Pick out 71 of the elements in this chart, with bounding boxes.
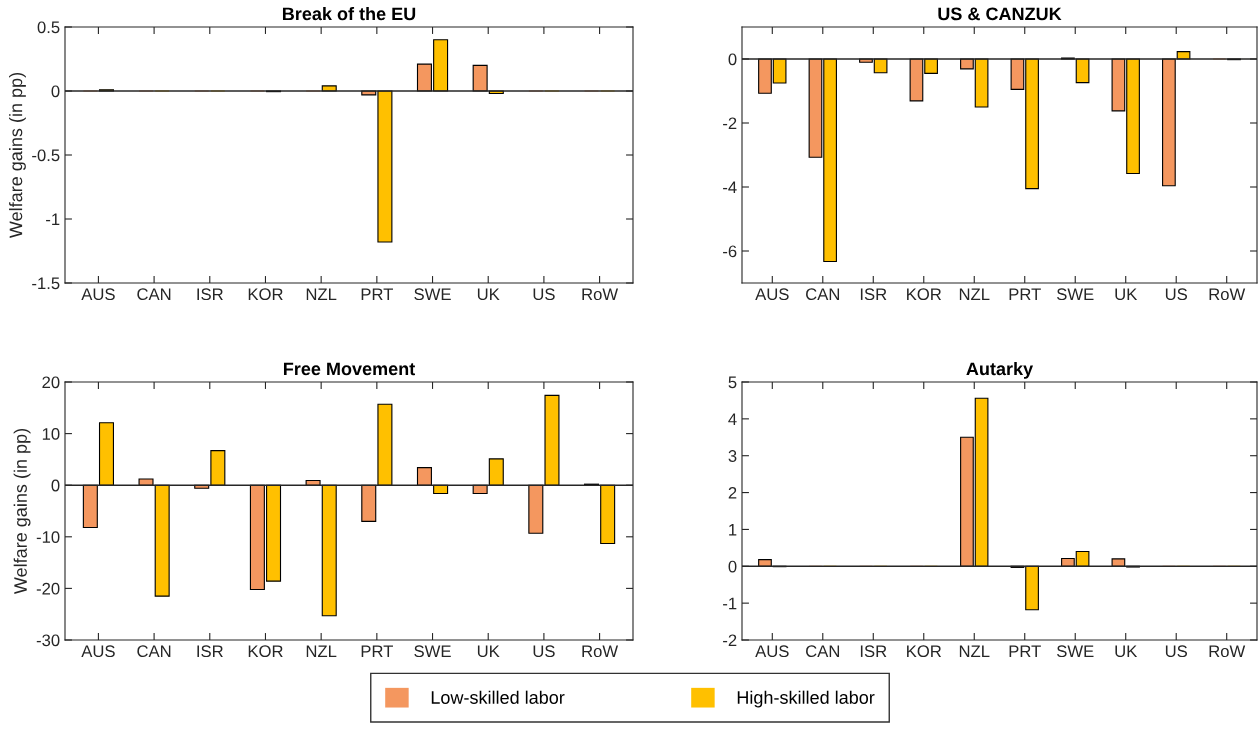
x-tick-label: RoW xyxy=(582,288,619,301)
x-tick-label: CAN xyxy=(137,288,171,301)
x-tick-label: PRT xyxy=(361,645,393,657)
y-tick-label: -4 xyxy=(723,181,737,194)
y-tick-label: -2 xyxy=(723,117,737,130)
chart-title: Free Movement xyxy=(283,362,416,376)
x-tick-label: AUS xyxy=(81,645,115,658)
y-tick-label: -30 xyxy=(36,634,60,647)
x-tick-label: SWE xyxy=(414,288,451,301)
x-tick-label: KOR xyxy=(907,288,942,301)
y-tick-label: 1 xyxy=(729,524,737,536)
x-tick-label: NZL xyxy=(306,645,337,657)
y-tick-label: 10 xyxy=(42,428,60,440)
x-tick-label: AUS xyxy=(755,645,789,658)
y-tick-label: -10 xyxy=(36,531,60,543)
y-tick-label: 0 xyxy=(728,53,737,66)
x-tick-label: ISR xyxy=(860,645,887,658)
y-tick-label: 20 xyxy=(42,376,60,389)
x-tick-label: CAN xyxy=(806,645,840,658)
y-tick-label: 0 xyxy=(728,560,737,573)
y-tick-label: -2 xyxy=(723,634,737,647)
y-tick-label: -6 xyxy=(723,245,737,258)
legend-label: Low-skilled labor xyxy=(431,690,565,704)
x-tick-label: RoW xyxy=(1209,288,1246,301)
x-tick-label: PRT xyxy=(1009,645,1041,657)
x-tick-label: CAN xyxy=(806,288,840,301)
x-tick-label: RoW xyxy=(1209,645,1246,658)
x-tick-label: SWE xyxy=(414,645,451,658)
x-tick-label: NZL xyxy=(959,288,990,300)
x-tick-label: PRT xyxy=(361,288,393,300)
x-tick-label: NZL xyxy=(306,288,337,300)
y-tick-label: -1 xyxy=(46,213,60,226)
y-tick-label: 0 xyxy=(51,479,60,492)
x-tick-label: ISR xyxy=(860,288,887,301)
x-tick-label: UK xyxy=(1115,288,1138,301)
y-tick-label: 0.5 xyxy=(37,21,60,34)
x-tick-label: UK xyxy=(477,645,500,658)
x-tick-label: US xyxy=(533,288,555,301)
y-tick-label: 3 xyxy=(728,450,737,462)
y-tick-label: -1.5 xyxy=(32,277,60,290)
x-tick-label: UK xyxy=(477,288,500,301)
y-tick-label: 5 xyxy=(728,376,737,389)
y-axis-title: Welfare gains (in pp) xyxy=(13,428,31,595)
x-tick-label: NZL xyxy=(959,645,990,657)
x-tick-label: US xyxy=(533,645,555,658)
x-tick-label: US xyxy=(1165,645,1188,658)
x-tick-label: SWE xyxy=(1057,645,1094,658)
chart-title: Autarky xyxy=(966,361,1034,379)
x-tick-label: CAN xyxy=(137,645,171,658)
x-tick-label: AUS xyxy=(81,288,115,301)
x-tick-label: PRT xyxy=(1009,288,1041,300)
y-tick-label: -1 xyxy=(723,597,737,610)
y-tick-label: -20 xyxy=(36,582,60,595)
legend-label: High-skilled labor xyxy=(737,690,875,708)
y-tick-label: 2 xyxy=(728,486,737,499)
y-tick-label: -0.5 xyxy=(32,149,60,162)
x-tick-label: SWE xyxy=(1057,288,1094,301)
y-tick-label: 4 xyxy=(728,413,737,425)
x-tick-label: ISR xyxy=(197,288,223,301)
x-tick-label: UK xyxy=(1115,645,1138,658)
x-tick-label: ISR xyxy=(197,645,223,658)
y-axis-title: Welfare gains (in pp) xyxy=(9,72,26,239)
x-tick-label: AUS xyxy=(755,288,789,301)
x-tick-label: US xyxy=(1165,288,1188,301)
x-tick-label: KOR xyxy=(248,288,283,301)
y-tick-label: 0 xyxy=(51,85,60,98)
x-tick-label: KOR xyxy=(248,645,283,658)
chart-title: US & CANZUK xyxy=(938,7,1062,21)
x-tick-label: KOR xyxy=(907,645,942,658)
chart-title: Break of the EU xyxy=(282,6,416,21)
x-tick-label: RoW xyxy=(582,645,619,658)
